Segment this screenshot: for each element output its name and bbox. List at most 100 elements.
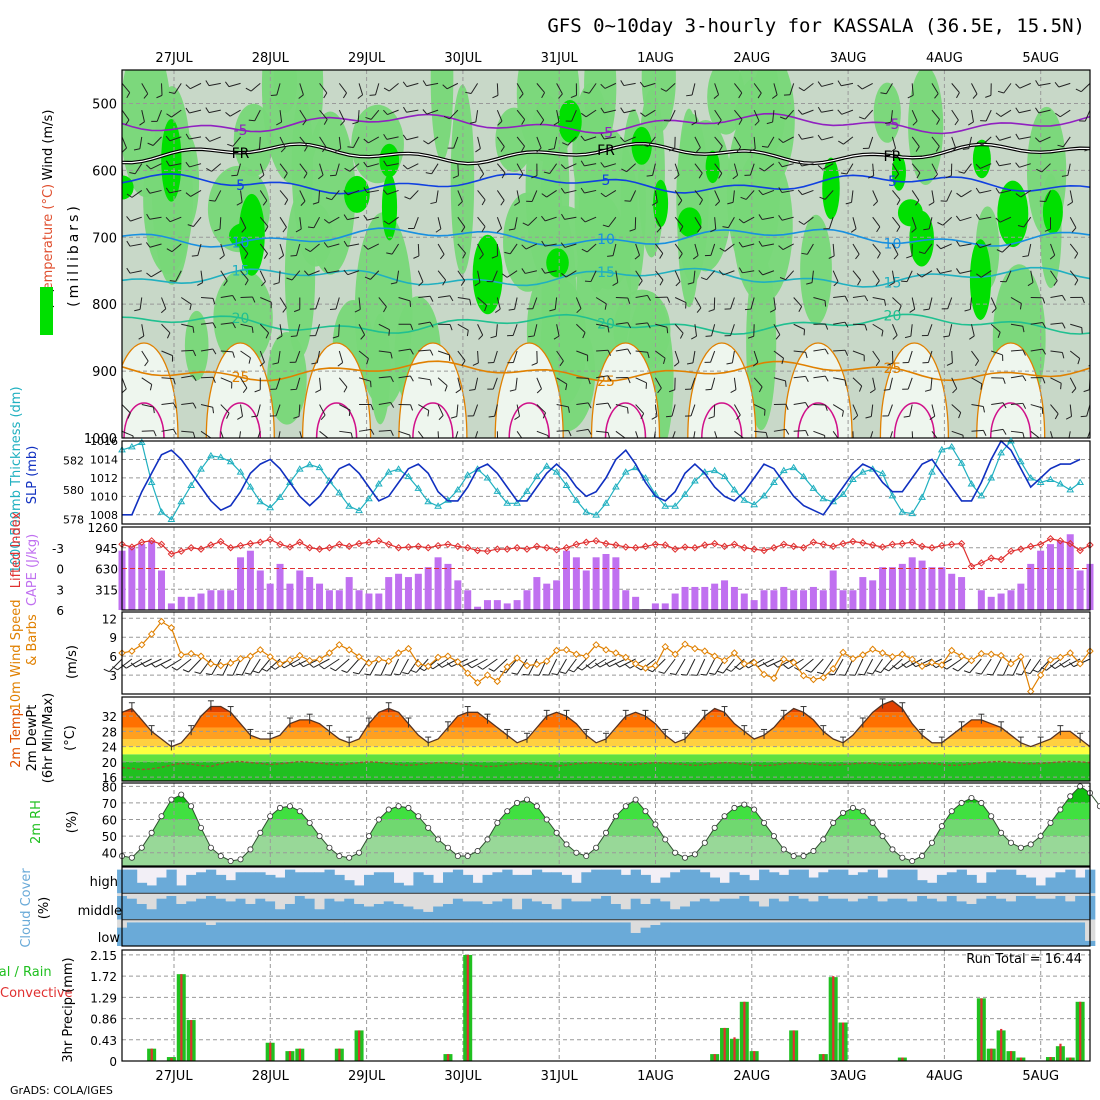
wind10m-barb-flag — [585, 664, 591, 669]
thickness-marker — [335, 488, 344, 496]
wind10m-marker — [957, 652, 966, 660]
wind-barb-flag — [108, 223, 114, 225]
wind-barb — [727, 216, 735, 228]
wind10m-barb-flag — [709, 672, 716, 675]
cloud-high-bar — [472, 882, 483, 894]
wind10m-marker — [602, 646, 610, 654]
wind-barb-flag — [404, 196, 411, 200]
cloud-high-bar — [314, 872, 325, 894]
wind-barb-flag — [785, 429, 790, 435]
wind-barb-flag — [864, 295, 869, 302]
wind-barb — [536, 136, 542, 149]
wind-barb — [129, 243, 142, 247]
wind-barb — [477, 216, 486, 227]
wind-barb-flag — [364, 276, 371, 280]
lifted-index-marker — [464, 544, 472, 552]
cloud-low-bar — [996, 922, 1007, 946]
precip-tick-label: 0.43 — [90, 1034, 117, 1048]
cloud-high-label: high — [90, 875, 118, 890]
wind-barb — [357, 110, 360, 123]
wind-barb — [352, 136, 360, 148]
wind-barb-flag — [370, 429, 375, 435]
cape-bar — [908, 557, 916, 610]
wind-barb-flag — [945, 175, 952, 179]
thickness-marker — [276, 493, 284, 500]
rh2m-marker — [415, 813, 422, 820]
wind-barb — [525, 243, 538, 250]
wind10m-barb-flag — [625, 664, 631, 669]
cloud-high-bar — [1015, 874, 1027, 894]
wind10m-marker — [315, 655, 324, 664]
rh2m-marker — [1007, 839, 1014, 846]
cape-bar — [938, 567, 946, 610]
lifted-index-marker — [661, 541, 669, 549]
wind-barb-flag — [461, 226, 466, 233]
lifted-index-marker — [948, 540, 956, 548]
wind-barb-flag — [665, 415, 673, 418]
wind-barb-flag — [1077, 358, 1081, 365]
wind-barb-flag — [582, 332, 586, 339]
wind-barb-flag — [153, 430, 157, 437]
wind-barb-flag — [521, 268, 526, 274]
wind-barb — [453, 136, 459, 149]
wind-barb — [654, 190, 658, 203]
wind-barb — [358, 377, 371, 382]
cloud-high-bar — [443, 872, 454, 894]
wind-barb-flag — [604, 303, 607, 310]
lifted-index-marker — [315, 545, 324, 553]
wind-barb — [122, 190, 123, 192]
wind-barb — [426, 82, 439, 87]
wind-barb-flag — [169, 280, 176, 282]
thickness-marker — [355, 506, 363, 514]
wind-barb — [279, 324, 283, 337]
wind10m-marker — [177, 651, 185, 659]
cloud-low-bar — [1045, 922, 1056, 946]
wind10m-marker — [878, 649, 887, 657]
wind-barb-flag — [363, 244, 369, 250]
wind10m-barb — [810, 658, 824, 673]
wind-barb — [734, 430, 745, 438]
wind-barb-flag — [580, 187, 585, 194]
wind-barb-flag — [423, 140, 429, 145]
lifted-index-marker — [217, 537, 225, 546]
wind-barb — [870, 431, 874, 438]
cloud-middle-gap — [413, 893, 424, 910]
wind-barb — [654, 404, 658, 417]
rh2m-unit-label: (%) — [65, 811, 80, 834]
wind10m-marker — [819, 673, 828, 682]
wind-barb-flag — [824, 348, 829, 355]
contour-label: FR — [884, 149, 902, 165]
wind-barb-flag — [875, 360, 880, 367]
thickness-marker — [414, 484, 423, 491]
cloud-middle-gap — [433, 893, 444, 907]
wind10m-barb — [126, 658, 143, 669]
wind-barb — [426, 109, 439, 115]
cape-bar — [572, 557, 580, 610]
wind-barb — [122, 83, 131, 93]
cape-bar — [177, 596, 185, 610]
wind10m-barb-flag — [1049, 664, 1056, 669]
cloud-middle-gap — [581, 893, 592, 902]
wind10m-barb-flag — [1015, 673, 1022, 676]
wind-barb — [220, 322, 233, 325]
wind-barb-flag — [531, 175, 538, 179]
li-tick-label: -3 — [52, 542, 64, 556]
rh-high-blob — [161, 119, 182, 202]
contour-label: 5 — [236, 178, 245, 194]
wind-barb — [161, 83, 163, 96]
lifted-index-marker — [207, 541, 215, 549]
lifted-index-marker — [305, 544, 314, 552]
wind-barb — [1000, 109, 1012, 117]
wind-barb — [891, 324, 898, 336]
wind-barb — [753, 136, 756, 149]
cloud-middle-bar — [927, 898, 938, 920]
wind-barb-flag — [165, 135, 171, 142]
wind-barb-flag — [607, 326, 610, 333]
cape-bar — [493, 600, 501, 610]
wind10m-marker — [138, 641, 146, 649]
cape-bar — [513, 600, 521, 610]
wind-barb-flag — [561, 213, 565, 220]
wind-barb-flag — [954, 119, 959, 126]
rh2m-marker — [849, 804, 856, 811]
wind-barb — [1084, 109, 1090, 122]
